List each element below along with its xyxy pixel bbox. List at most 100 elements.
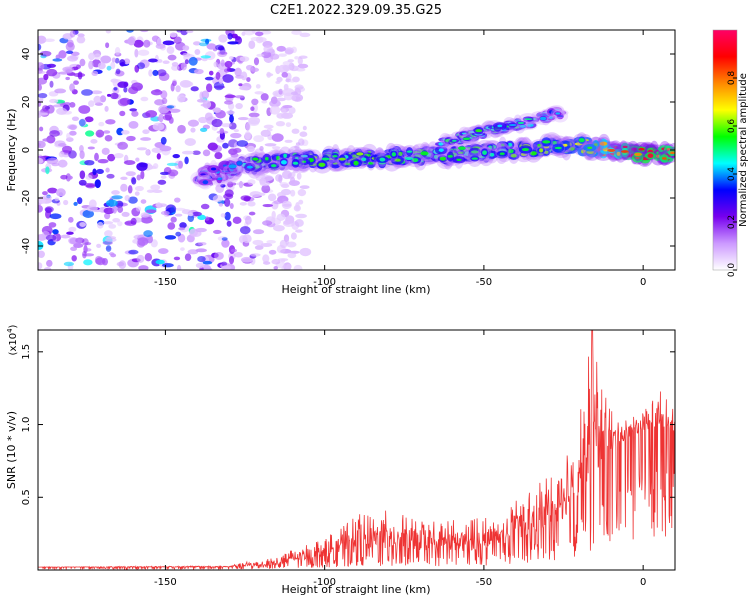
ridge-cell [458, 151, 464, 155]
noise-cell [266, 71, 272, 78]
y-tick-label: 20 [21, 96, 32, 109]
noise-cell [154, 99, 165, 106]
noise-cell [140, 216, 153, 224]
ridge-cell [236, 161, 243, 166]
noise-cell [172, 154, 180, 159]
snr-marks [38, 330, 675, 570]
noise-cell [207, 142, 218, 151]
noise-cell [38, 140, 46, 149]
noise-cell [128, 121, 139, 129]
noise-cell [69, 83, 75, 92]
noise-cell [108, 223, 117, 229]
noise-cell [260, 93, 269, 101]
upper-branch-cell [497, 124, 503, 128]
noise-cell [111, 190, 120, 195]
ridge-cell [394, 158, 401, 162]
noise-cell [298, 199, 304, 205]
noise-cell [262, 254, 270, 263]
noise-cell [45, 234, 57, 241]
noise-cell [162, 114, 172, 121]
noise-cell [39, 50, 52, 57]
noise-cell [273, 266, 279, 270]
noise-cell [97, 159, 109, 164]
noise-cell [49, 213, 62, 220]
noise-cell [140, 170, 145, 180]
noise-cell [143, 39, 151, 48]
noise-cell [61, 145, 73, 153]
noise-cell [175, 231, 182, 237]
ridge-cell [411, 158, 419, 163]
noise-cell [230, 132, 242, 139]
noise-cell [46, 63, 57, 68]
noise-cell [266, 239, 276, 244]
noise-cell [157, 69, 167, 77]
upper-branch-cell [461, 132, 467, 135]
noise-cell [282, 105, 293, 109]
noise-cell [54, 197, 60, 202]
noise-cell [106, 173, 115, 179]
noise-cell [288, 79, 296, 83]
noise-cell [287, 59, 295, 63]
noise-cell [140, 212, 150, 218]
noise-cell [238, 180, 244, 189]
noise-cell [184, 253, 192, 261]
ridge-cell [499, 152, 505, 155]
noise-cell [105, 30, 112, 34]
noise-cell [62, 66, 74, 73]
noise-cell [224, 60, 233, 68]
noise-cell [101, 147, 110, 155]
noise-cell [38, 43, 42, 51]
ridge-cell [607, 148, 616, 152]
ridge-cell [587, 146, 593, 149]
noise-cell [245, 215, 252, 225]
noise-cell [228, 256, 235, 265]
noise-cell [234, 35, 241, 41]
noise-cell [280, 259, 286, 263]
noise-cell [244, 130, 251, 140]
noise-cell [285, 122, 292, 128]
noise-cell [294, 145, 300, 150]
noise-cell [52, 58, 63, 62]
upper-branch-cell [452, 139, 457, 142]
noise-cell [130, 217, 137, 225]
noise-cell [160, 210, 170, 216]
colorbar-tick-label: 0.6 [727, 119, 737, 134]
noise-cell [211, 118, 223, 128]
ridge-cell [252, 157, 259, 161]
noise-cell [137, 49, 150, 56]
noise-cell [297, 138, 305, 146]
ridge-cell [332, 154, 338, 158]
noise-cell [212, 195, 224, 203]
ridge-cell [210, 167, 217, 171]
ridge-cell [521, 147, 530, 152]
ridge-cell [489, 152, 495, 157]
noise-cell [233, 129, 239, 133]
noise-cell [63, 261, 75, 267]
noise-cell [180, 62, 187, 71]
spectrogram-x-ticks: -150 -100 -50 0 [154, 30, 646, 288]
noise-cell [43, 38, 55, 42]
noise-cell [297, 57, 303, 65]
noise-cell [299, 32, 311, 38]
noise-cell [104, 212, 111, 220]
noise-cell [79, 170, 86, 180]
noise-cell [100, 55, 112, 64]
noise-cell [169, 32, 177, 38]
noise-cell [206, 43, 217, 50]
noise-cell [67, 175, 73, 180]
noise-cell [152, 163, 159, 169]
ridge-cell [670, 151, 675, 155]
noise-cell [174, 213, 183, 217]
ridge-cell [246, 165, 254, 169]
noise-cell [252, 229, 265, 235]
noise-cell [68, 226, 77, 232]
y-tick-label: 1.0 [21, 417, 32, 433]
figure-title: C2E1.2022.329.09.35.G25 [270, 3, 442, 18]
noise-cell [159, 145, 172, 152]
noise-cell [69, 237, 81, 245]
noise-cell [238, 83, 243, 87]
noise-cell [186, 234, 195, 243]
noise-cell [248, 40, 256, 50]
noise-cell [75, 64, 81, 70]
noise-cell [182, 52, 191, 57]
